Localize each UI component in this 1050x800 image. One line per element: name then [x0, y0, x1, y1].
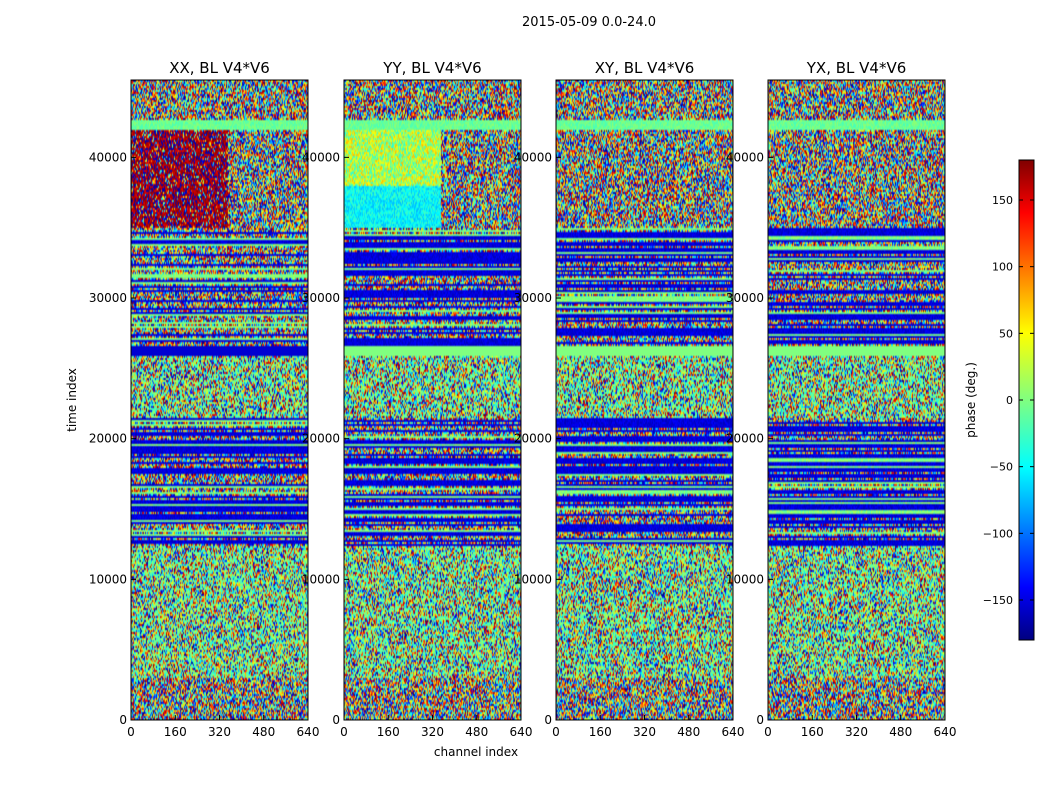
y-tick-label: 20000 — [302, 432, 340, 446]
x-tick-label: 320 — [633, 725, 656, 739]
phase-heatmap-xy — [556, 80, 733, 720]
x-tick-label: 160 — [801, 725, 824, 739]
y-tick-label: 20000 — [514, 432, 552, 446]
x-tick-label: 320 — [421, 725, 444, 739]
y-tick-label: 30000 — [89, 291, 127, 305]
colorbar-tick-label: 50 — [999, 327, 1013, 340]
panel-title: YX, BL V4*V6 — [806, 59, 907, 77]
y-tick-label: 10000 — [89, 572, 127, 586]
x-tick-label: 640 — [510, 725, 533, 739]
colorbar-tick-label: 100 — [992, 261, 1013, 274]
y-tick-label: 0 — [544, 713, 552, 727]
x-tick-label: 480 — [889, 725, 912, 739]
x-tick-label: 640 — [934, 725, 957, 739]
y-tick-label: 30000 — [302, 291, 340, 305]
panel-yy: YY, BL V4*V6 0 160 320 480 640 0 10000 20000 3000… — [302, 59, 533, 739]
colorbar-ticks: 150 100 50 0 −50 −100 −150 — [983, 194, 1034, 607]
x-tick-label: 0 — [764, 725, 772, 739]
phase-heatmap-yx — [768, 80, 945, 720]
x-tick-label: 480 — [465, 725, 488, 739]
panel-title: YY, BL V4*V6 — [382, 59, 481, 77]
y-tick-label: 30000 — [726, 291, 764, 305]
colorbar-tick-label: 0 — [1006, 394, 1013, 407]
panel-title: XX, BL V4*V6 — [169, 59, 270, 77]
y-tick-label: 10000 — [302, 572, 340, 586]
x-tick-label: 480 — [677, 725, 700, 739]
panel-title: XY, BL V4*V6 — [595, 59, 695, 77]
panel-xx: XX, BL V4*V6 0 160 320 480 640 0 10000 20000 3000… — [89, 59, 320, 739]
colorbar-tick-label: 150 — [992, 194, 1013, 207]
y-tick-label: 40000 — [89, 150, 127, 164]
y-tick-label: 40000 — [302, 150, 340, 164]
colorbar-tick-label: −50 — [990, 461, 1013, 474]
y-tick-label: 0 — [756, 713, 764, 727]
colorbar-tick-label: −100 — [983, 527, 1013, 540]
phase-heatmap-xx — [131, 80, 308, 720]
x-tick-label: 160 — [164, 725, 187, 739]
x-tick-label: 0 — [340, 725, 348, 739]
y-tick-label: 40000 — [514, 150, 552, 164]
colorbar-tick-label: −150 — [983, 594, 1013, 607]
y-tick-label: 30000 — [514, 291, 552, 305]
x-tick-label: 0 — [552, 725, 560, 739]
colorbar-label: phase (deg.) — [964, 362, 978, 438]
x-tick-label: 480 — [252, 725, 275, 739]
y-tick-label: 40000 — [726, 150, 764, 164]
x-tick-label: 640 — [297, 725, 320, 739]
y-axis-label: time index — [65, 368, 79, 432]
x-tick-label: 320 — [845, 725, 868, 739]
y-tick-label: 10000 — [514, 572, 552, 586]
y-tick-label: 0 — [332, 713, 340, 727]
panel-xy: XY, BL V4*V6 0 160 320 480 640 0 10000 20000 3000… — [514, 59, 745, 739]
x-tick-label: 160 — [377, 725, 400, 739]
x-axis-label: channel index — [434, 745, 518, 759]
x-tick-label: 0 — [127, 725, 135, 739]
x-tick-label: 160 — [589, 725, 612, 739]
phase-heatmap-yy — [344, 80, 521, 720]
x-tick-label: 640 — [722, 725, 745, 739]
y-tick-label: 10000 — [726, 572, 764, 586]
y-tick-label: 0 — [119, 713, 127, 727]
x-tick-label: 320 — [208, 725, 231, 739]
figure-suptitle: 2015-05-09 0.0-24.0 — [522, 15, 656, 30]
y-tick-label: 20000 — [726, 432, 764, 446]
panel-yx: YX, BL V4*V6 0 160 320 480 640 0 10000 20000 3000… — [726, 59, 957, 739]
y-tick-label: 20000 — [89, 432, 127, 446]
